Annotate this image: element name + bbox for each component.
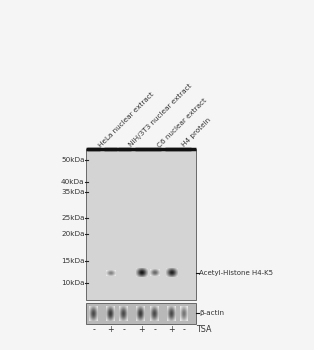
- Text: 10kDa: 10kDa: [61, 280, 84, 286]
- Text: +: +: [169, 326, 175, 335]
- Text: 20kDa: 20kDa: [61, 231, 84, 237]
- Text: -: -: [123, 326, 126, 335]
- Text: NIH/3T3 nuclear extract: NIH/3T3 nuclear extract: [128, 83, 193, 148]
- Text: -: -: [154, 326, 156, 335]
- Text: H4 protein: H4 protein: [181, 117, 212, 148]
- Text: 25kDa: 25kDa: [61, 215, 84, 221]
- Text: -: -: [183, 326, 186, 335]
- Text: Acetyl-Histone H4-K5: Acetyl-Histone H4-K5: [199, 270, 273, 276]
- Text: 35kDa: 35kDa: [61, 189, 84, 195]
- Bar: [86, 303, 196, 324]
- Bar: [86, 149, 196, 300]
- Text: 40kDa: 40kDa: [61, 178, 84, 185]
- Text: 15kDa: 15kDa: [61, 258, 84, 264]
- Text: HeLa nuclear extract: HeLa nuclear extract: [97, 91, 155, 148]
- Text: +: +: [138, 326, 145, 335]
- Text: TSA: TSA: [197, 326, 212, 335]
- Text: β-actin: β-actin: [199, 310, 224, 316]
- Text: 50kDa: 50kDa: [61, 157, 84, 163]
- Text: +: +: [107, 326, 114, 335]
- Text: C6 nuclear extract: C6 nuclear extract: [157, 97, 208, 148]
- Text: -: -: [92, 326, 95, 335]
